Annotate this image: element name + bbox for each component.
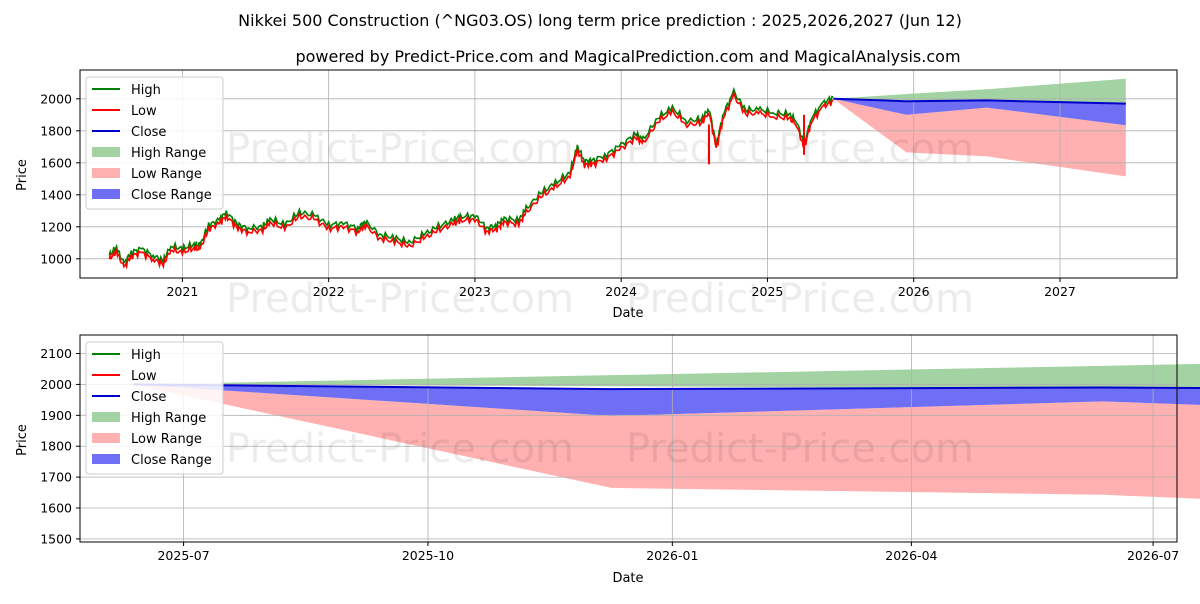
legend-swatch xyxy=(92,168,120,178)
x-axis-label: Date xyxy=(612,571,643,586)
price-history-panel: Predict-Price.com Predict-Price.com Pred… xyxy=(15,69,1178,322)
close-forecast-line xyxy=(133,383,1200,391)
chart-title: Nikkei 500 Construction (^NG03.OS) long … xyxy=(238,11,962,30)
legend-label: Low Range xyxy=(131,167,202,182)
y-tick-label: 2100 xyxy=(40,346,72,361)
legend-label: High Range xyxy=(131,411,206,426)
low-price-line xyxy=(108,90,834,270)
x-tick-label: 2026-07 xyxy=(1127,548,1179,563)
close-forecast-line xyxy=(833,97,1126,105)
watermark-text: Predict-Price.com xyxy=(626,426,974,472)
y-tick-label: 1600 xyxy=(40,501,72,516)
close-range-band xyxy=(833,98,1126,126)
x-tick-label: 2026-04 xyxy=(885,548,937,563)
y-axis-label: Price xyxy=(15,424,30,456)
legend-label: Close xyxy=(131,390,166,405)
legend-label: High Range xyxy=(131,146,206,161)
chart-subtitle: powered by Predict-Price.com and Magical… xyxy=(295,47,960,66)
plot-frame xyxy=(79,334,1178,543)
x-axis-label: Date xyxy=(612,306,643,321)
x-tick-label: 2025 xyxy=(752,284,784,299)
x-tick-label: 2025-07 xyxy=(157,548,209,563)
legend-box xyxy=(85,341,224,475)
y-tick-label: 1400 xyxy=(40,187,72,202)
legend-label: Low xyxy=(131,369,157,384)
x-tick-label: 2021 xyxy=(166,284,198,299)
y-tick-label: 2000 xyxy=(40,91,72,106)
y-tick-label: 1500 xyxy=(40,531,72,546)
high-range-band xyxy=(133,363,1200,389)
x-tick-label: 2023 xyxy=(459,284,491,299)
x-tick-label: 2026 xyxy=(898,284,930,299)
legend-label: Close xyxy=(131,125,166,140)
watermark-text: Predict-Price.com xyxy=(226,276,574,322)
legend-swatch xyxy=(92,454,120,464)
watermark-text: Predict-Price.com xyxy=(226,126,574,172)
close-range-band xyxy=(133,384,1200,416)
y-tick-label: 2000 xyxy=(40,377,72,392)
low-range-band xyxy=(133,384,1200,499)
legend-box xyxy=(85,76,224,210)
legend-swatch xyxy=(92,433,120,443)
low-range-band xyxy=(833,98,1126,177)
legend-label: Low xyxy=(131,104,157,119)
legend-swatch xyxy=(92,147,120,157)
x-tick-label: 2025-10 xyxy=(402,548,454,563)
x-tick-label: 2026-01 xyxy=(646,548,698,563)
y-axis-label: Price xyxy=(15,159,30,191)
y-tick-label: 1800 xyxy=(40,123,72,138)
y-tick-label: 1800 xyxy=(40,439,72,454)
legend-label: High xyxy=(131,83,161,98)
y-tick-label: 1000 xyxy=(40,251,72,266)
y-tick-label: 1700 xyxy=(40,470,72,485)
y-tick-label: 1900 xyxy=(40,408,72,423)
x-tick-label: 2022 xyxy=(313,284,345,299)
legend-swatch xyxy=(92,412,120,422)
legend-label: Close Range xyxy=(131,453,212,468)
x-tick-label: 2024 xyxy=(605,284,637,299)
y-tick-label: 1600 xyxy=(40,155,72,170)
plot-frame xyxy=(79,69,1178,279)
watermark-text: Predict-Price.com xyxy=(226,426,574,472)
legend-swatch xyxy=(92,189,120,199)
watermark-text: Predict-Price.com xyxy=(626,276,974,322)
high-range-band xyxy=(833,78,1126,104)
y-tick-label: 1200 xyxy=(40,219,72,234)
legend-label: Low Range xyxy=(131,432,202,447)
legend-label: Close Range xyxy=(131,188,212,203)
forecast-panel: Predict-Price.com Predict-Price.com 2025… xyxy=(15,334,1200,586)
x-tick-label: 2027 xyxy=(1044,284,1076,299)
legend-label: High xyxy=(131,348,161,363)
watermark-text: Predict-Price.com xyxy=(626,126,974,172)
